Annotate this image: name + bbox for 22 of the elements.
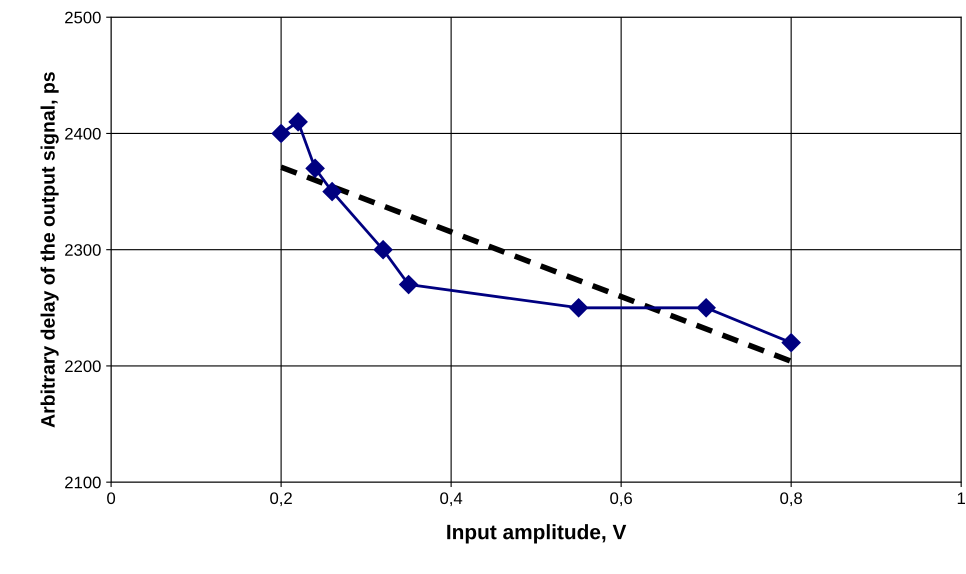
- y-tick-label: 2100: [65, 476, 101, 488]
- x-tick-label: 0,2: [270, 492, 292, 506]
- point: [696, 298, 716, 318]
- y-tick-label: 2300: [65, 244, 101, 256]
- y-tick-label: 2400: [65, 128, 101, 140]
- x-tick-label: 0,8: [780, 492, 802, 506]
- x-axis-title: Input amplitude, V: [447, 524, 626, 544]
- point: [322, 182, 342, 202]
- x-tick-label: 0: [107, 492, 116, 504]
- point: [374, 240, 393, 260]
- y-tick-label: 2200: [65, 360, 101, 372]
- point: [399, 275, 418, 294]
- x-tick-label: 0,6: [610, 492, 632, 506]
- point: [782, 333, 801, 352]
- point: [569, 298, 588, 318]
- x-tick-label: 0,4: [440, 492, 462, 506]
- x-tick-label: 1: [958, 492, 965, 504]
- point: [306, 158, 325, 178]
- y-axis-title: Arbitrary delay of the output signal, ps: [40, 72, 59, 428]
- point: [272, 124, 291, 143]
- point: [288, 112, 308, 132]
- y-tick-label: 2500: [65, 12, 101, 24]
